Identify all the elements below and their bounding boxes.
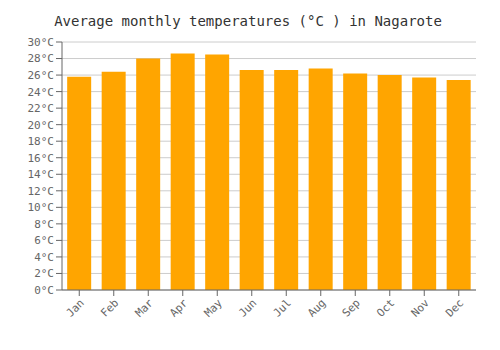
svg-text:18°C: 18°C bbox=[28, 135, 55, 148]
svg-text:20°C: 20°C bbox=[28, 119, 55, 132]
svg-text:14°C: 14°C bbox=[28, 168, 55, 181]
svg-text:26°C: 26°C bbox=[28, 69, 55, 82]
html-text:Average monthly temperatures (: Average monthly temperatures (°C ) in Na… bbox=[54, 13, 442, 29]
svg-text:6°C: 6°C bbox=[34, 234, 54, 247]
svg-text:Dec: Dec bbox=[443, 296, 466, 319]
svg-text:24°C: 24°C bbox=[28, 86, 55, 99]
svg-text:12°C: 12°C bbox=[28, 185, 55, 198]
svg-text:28°C: 28°C bbox=[28, 52, 55, 65]
svg-text:May: May bbox=[202, 296, 226, 320]
svg-text:4°C: 4°C bbox=[34, 251, 54, 264]
svg-text:Oct: Oct bbox=[374, 296, 397, 319]
svg-text:16°C: 16°C bbox=[28, 152, 55, 165]
svg-text:10°C: 10°C bbox=[28, 201, 55, 214]
svg-text:Jun: Jun bbox=[236, 296, 259, 319]
svg-text:Feb: Feb bbox=[98, 296, 121, 319]
svg-text:Jan: Jan bbox=[64, 296, 87, 319]
svg-text:0°C: 0°C bbox=[34, 284, 54, 297]
svg-text:Mar: Mar bbox=[133, 296, 157, 320]
svg-text:22°C: 22°C bbox=[28, 102, 55, 115]
svg-text:2°C: 2°C bbox=[34, 267, 54, 280]
svg-text:Sep: Sep bbox=[340, 296, 363, 319]
svg-text:8°C: 8°C bbox=[34, 218, 54, 231]
svg-text:Nov: Nov bbox=[409, 296, 433, 320]
svg-text:Jul: Jul bbox=[271, 296, 294, 319]
svg-text:Aug: Aug bbox=[305, 296, 328, 319]
svg-text:Apr: Apr bbox=[167, 296, 191, 320]
svg-text:30°C: 30°C bbox=[28, 36, 55, 49]
